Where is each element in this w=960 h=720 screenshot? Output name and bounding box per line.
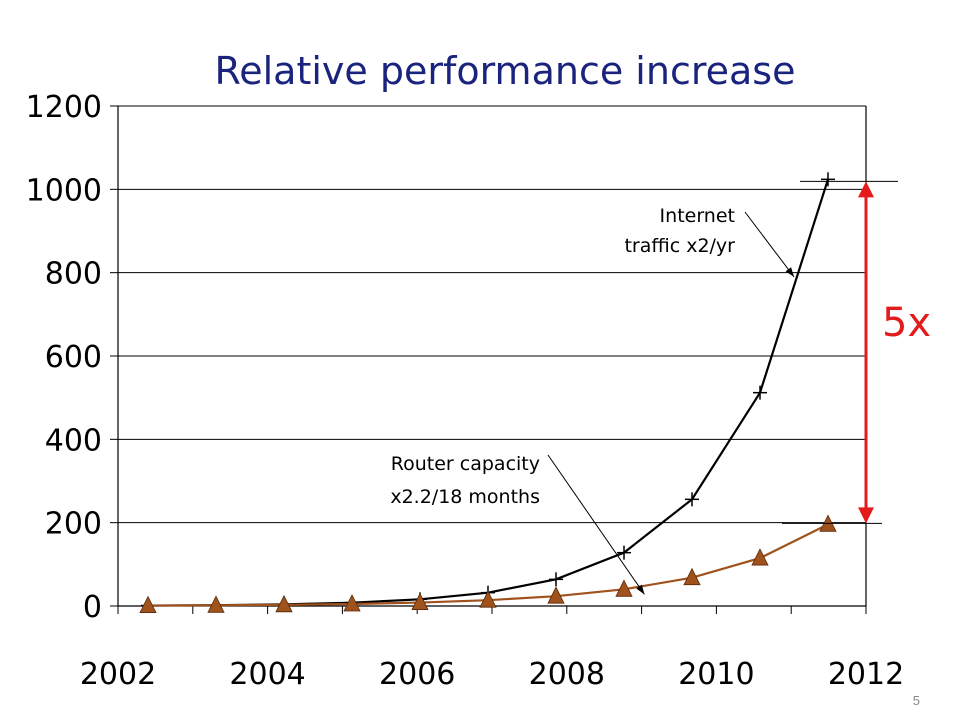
data-point xyxy=(753,385,767,400)
x-tick-label: 2006 xyxy=(379,657,455,692)
y-tick-label: 1200 xyxy=(26,90,102,125)
annotation-line: x2.2/18 months xyxy=(390,486,540,508)
series-router xyxy=(139,514,837,613)
ratio-arrow-head-up xyxy=(858,181,874,198)
ratio-label: 5x xyxy=(882,300,931,346)
annotation-line: Internet xyxy=(660,205,735,227)
ratio-arrow-head-down xyxy=(858,507,874,524)
x-tick-label: 2002 xyxy=(80,657,156,692)
data-point xyxy=(479,590,497,608)
ratio-marker: 5x xyxy=(782,180,931,524)
data-point xyxy=(751,548,769,566)
arrow-head xyxy=(636,584,645,595)
chart-title: Relative performance increase xyxy=(215,49,796,93)
y-ticks: 0 200 400 600 800 1000 1200 xyxy=(26,90,102,625)
data-point xyxy=(685,492,699,507)
y-tick-label: 800 xyxy=(45,257,102,292)
annotation-line: traffic x2/yr xyxy=(624,235,735,257)
y-tick-label: 1000 xyxy=(26,173,102,208)
data-point xyxy=(549,572,563,587)
data-point xyxy=(343,594,361,612)
x-tick-label: 2012 xyxy=(828,657,904,692)
data-point xyxy=(139,595,157,613)
axes xyxy=(110,105,867,614)
data-point xyxy=(207,595,225,613)
data-point xyxy=(275,594,293,613)
x-tick-label: 2008 xyxy=(529,657,605,692)
y-tick-label: 0 xyxy=(83,590,102,625)
x-ticks: 2002 2004 2006 2008 2010 2012 xyxy=(80,657,904,692)
annotation-internet: Internet traffic x2/yr xyxy=(624,205,795,278)
y-tick-label: 200 xyxy=(45,507,102,542)
y-tick-label: 600 xyxy=(45,340,102,375)
page-number: 5 xyxy=(912,693,920,708)
annotations: Internet traffic x2/yr Router capacity x2.2… xyxy=(390,205,795,595)
arrow-head xyxy=(785,267,794,277)
x-tick-label: 2010 xyxy=(678,657,754,692)
annotation-arrow xyxy=(744,211,795,278)
data-point xyxy=(617,545,631,560)
y-tick-label: 400 xyxy=(45,423,102,458)
data-point xyxy=(615,579,633,597)
data-point xyxy=(411,592,429,610)
annotation-router: Router capacity x2.2/18 months xyxy=(390,453,645,595)
annotation-arrow xyxy=(547,454,645,595)
data-point xyxy=(683,567,701,586)
x-tick-label: 2004 xyxy=(229,657,305,692)
series xyxy=(139,172,837,613)
data-point xyxy=(547,586,565,604)
data-point xyxy=(821,172,835,187)
annotation-line: Router capacity xyxy=(391,453,540,475)
